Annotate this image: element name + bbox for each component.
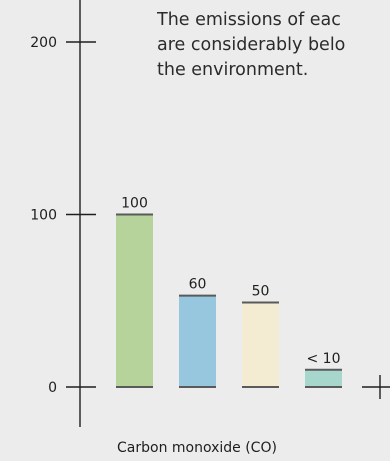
bar-0 — [116, 214, 153, 387]
y-tick-label-0: 0 — [48, 380, 57, 396]
x-axis-label: Carbon monoxide (CO) — [117, 440, 277, 456]
bar-2 — [242, 302, 279, 387]
axes — [79, 0, 390, 427]
bar-3 — [305, 369, 342, 387]
bars — [116, 213, 342, 388]
data-label-0: 100 — [121, 196, 148, 212]
data-label-3: < 10 — [307, 351, 341, 367]
annotation-line-3: the environment. — [157, 60, 309, 80]
annotation-line-2: are considerably belo — [157, 35, 346, 55]
y-tick-label-2: 200 — [30, 35, 57, 51]
bar-1 — [179, 295, 216, 387]
y-ticks: 0 100 200 — [30, 35, 96, 396]
data-label-1: 60 — [189, 277, 207, 293]
annotation-line-1: The emissions of eac — [157, 10, 341, 30]
annotation-text: The emissions of eac are considerably be… — [157, 8, 390, 83]
data-labels: 100 60 50 < 10 — [121, 196, 340, 367]
data-label-2: 50 — [252, 283, 270, 299]
y-tick-label-1: 100 — [30, 208, 57, 224]
